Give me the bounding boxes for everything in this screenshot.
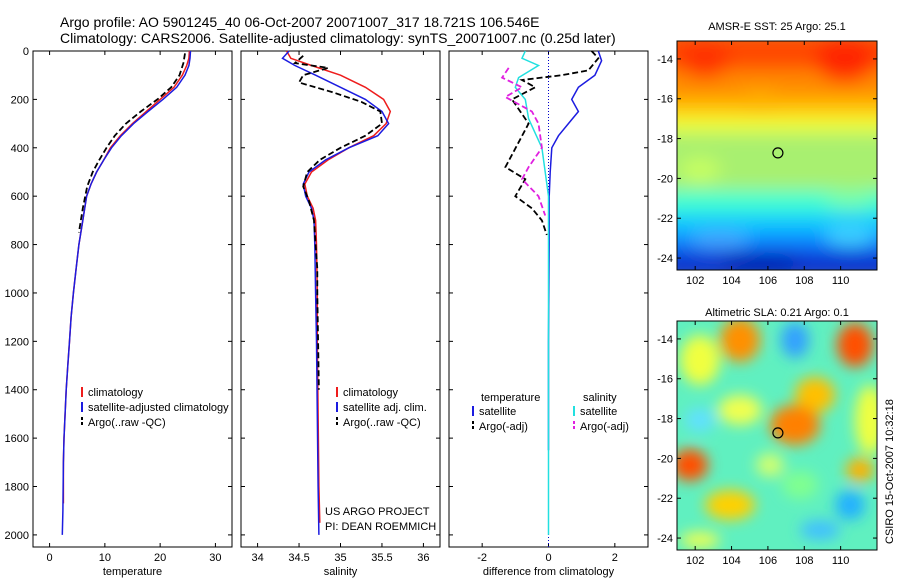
map-x-tick-label: 104: [722, 555, 740, 567]
y-tick-label: 1000: [5, 288, 29, 300]
map-x-tick-label: 110: [832, 275, 850, 287]
map-y-tick-label: -22: [657, 213, 673, 225]
legend-label: Argo(..raw -QC): [88, 417, 166, 429]
legend-label: satellite-adjusted climatology: [88, 402, 229, 414]
x-tick-label: 34.5: [288, 552, 309, 564]
x-tick-label: 20: [154, 552, 166, 564]
series-line-temperature-argo-adj-: [504, 50, 600, 236]
y-tick-label: 1600: [5, 433, 29, 445]
y-tick-label: 1400: [5, 385, 29, 397]
x-tick-label: 34: [251, 552, 263, 564]
x-tick-label: 36: [417, 552, 429, 564]
temperature-panel: 0 10 20 30 0 200 400 600 800 1000 1200 1400 1600 1800…: [5, 46, 233, 578]
legend-label: Argo(..raw -QC): [343, 417, 421, 429]
title-line-2: Climatology: CARS2006. Satellite-adjuste…: [60, 30, 616, 46]
map-y-tick-label: -16: [657, 374, 673, 386]
x-tick-label: 10: [99, 552, 111, 564]
x-axis-label: temperature: [103, 566, 162, 578]
series-line-salinity-satellite: [514, 50, 550, 535]
map-y-tick-label: -18: [657, 414, 673, 426]
y-tick-label: 0: [23, 46, 29, 58]
difference-panel: -2 0 2 difference from climatology temperatu…: [448, 50, 649, 578]
x-axis-label: salinity: [324, 566, 358, 578]
annotation-text: PI: DEAN ROEMMICH: [325, 521, 436, 533]
map-x-tick-label: 104: [722, 275, 740, 287]
series-line-salinity-argo-adj-: [500, 67, 547, 216]
x-tick-label: 30: [209, 552, 221, 564]
legend-label: satellite: [580, 406, 617, 418]
sla-map-title: Altimetric SLA: 0.21 Argo: 0.1: [705, 307, 849, 319]
series-line-argo-raw-qc-: [292, 55, 383, 390]
title-line-1: Argo profile: AO 5901245_40 06-Oct-2007 …: [60, 14, 540, 30]
map-x-tick-label: 110: [832, 555, 850, 567]
timestamp-side-label: CSIRO 15-Oct-2007 10:32:18: [884, 399, 896, 544]
x-tick-label: 0: [47, 552, 53, 564]
y-tick-label: 1200: [5, 336, 29, 348]
y-tick-label: 1800: [5, 482, 29, 494]
legend-label: climatology: [343, 387, 399, 399]
x-axis-label: difference from climatology: [483, 566, 615, 578]
map-frame: [676, 40, 878, 271]
y-tick-label: 400: [11, 143, 29, 155]
map-y-tick-label: -22: [657, 493, 673, 505]
y-tick-label: 600: [11, 191, 29, 203]
x-tick-label: 0: [545, 552, 551, 564]
sst-map-panel: AMSR-E SST: 25 Argo: 25.1: [657, 21, 878, 287]
map-x-tick-label: 106: [759, 555, 777, 567]
series-line-argo-raw-qc-: [78, 53, 186, 233]
sst-map-title: AMSR-E SST: 25 Argo: 25.1: [708, 21, 846, 33]
sla-map-image: [677, 321, 877, 550]
legend-label: Argo(-adj): [479, 421, 528, 433]
x-tick-label: 2: [612, 552, 618, 564]
legend-label: satellite adj. clim.: [343, 402, 427, 414]
y-tick-label: 200: [11, 94, 29, 106]
argo-location-marker: [772, 427, 784, 439]
map-y-tick-label: -18: [657, 134, 673, 146]
map-y-tick-label: -14: [657, 54, 673, 66]
map-x-tick-label: 108: [795, 275, 813, 287]
map-y-tick-label: -20: [657, 173, 673, 185]
map-y-tick-label: -24: [657, 253, 673, 265]
argo-location-marker: [772, 147, 784, 159]
legend-label: climatology: [88, 387, 144, 399]
map-x-tick-label: 108: [795, 555, 813, 567]
y-tick-label: 2000: [5, 530, 29, 542]
legend-label: satellite: [479, 406, 516, 418]
series-line-satellite-adj-clim-: [281, 50, 390, 535]
x-tick-label: 35.5: [371, 552, 392, 564]
map-x-tick-label: 106: [759, 275, 777, 287]
plot-frame: [240, 50, 441, 548]
series-line-satellite-adjusted-climatology: [61, 50, 192, 535]
legend-group-heading: temperature: [481, 392, 540, 404]
sst-map-image: [677, 41, 877, 270]
plot-frame: [32, 50, 233, 548]
legend-label: Argo(-adj): [580, 421, 629, 433]
legend-group-heading: salinity: [583, 392, 617, 404]
map-x-tick-label: 102: [686, 555, 704, 567]
map-x-tick-label: 102: [686, 275, 704, 287]
annotation-text: US ARGO PROJECT: [325, 506, 430, 518]
map-y-tick-label: -24: [657, 533, 673, 545]
map-frame: [676, 320, 878, 551]
x-tick-label: 35: [334, 552, 346, 564]
sla-map-panel: Altimetric SLA: 0.21 Argo: 0.1: [657, 307, 878, 567]
x-tick-label: -2: [477, 552, 487, 564]
salinity-panel: 34 34.5 35 35.5 36 salinity climatology satelli…: [240, 50, 441, 578]
map-y-tick-label: -20: [657, 453, 673, 465]
map-y-tick-label: -16: [657, 94, 673, 106]
map-y-tick-label: -14: [657, 334, 673, 346]
y-tick-label: 800: [11, 240, 29, 252]
